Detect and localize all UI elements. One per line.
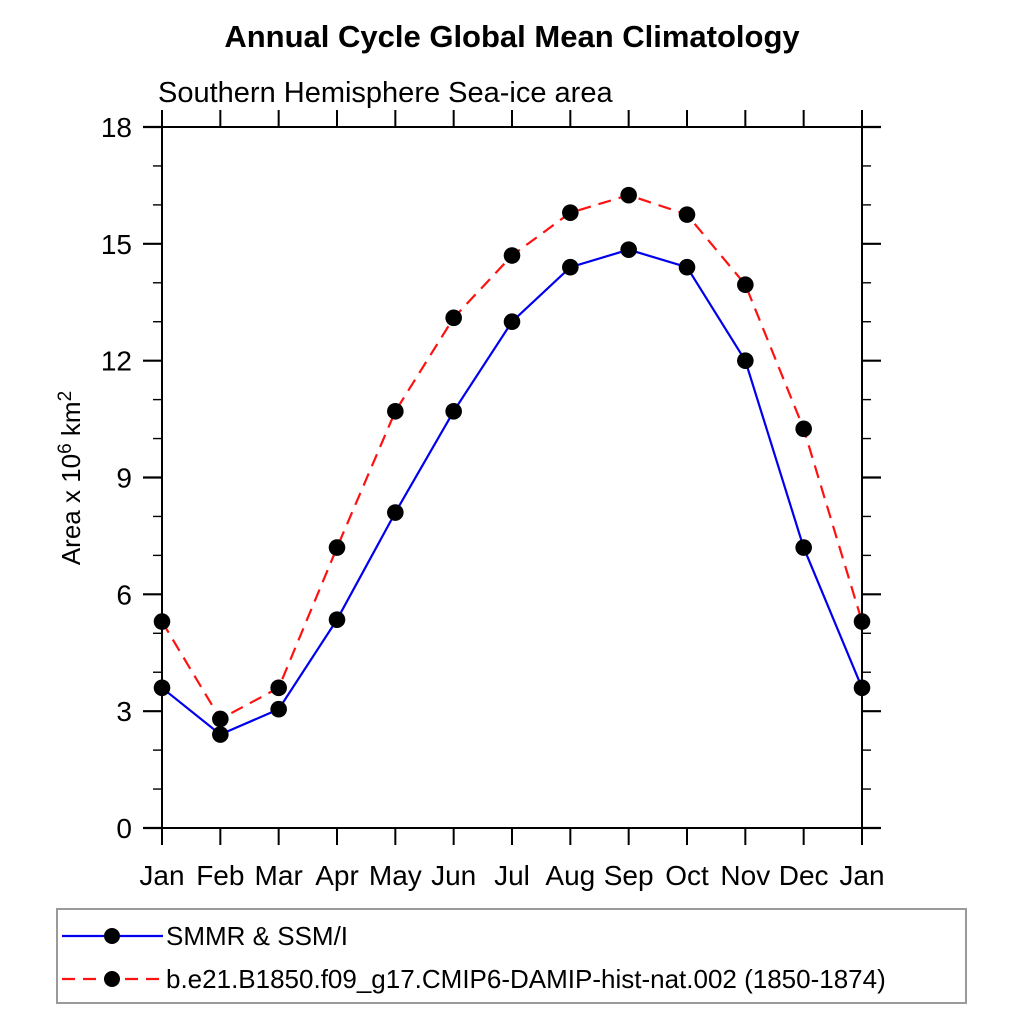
y-tick-label: 18 [101,112,132,143]
data-point-marker [853,613,871,630]
data-point-marker [153,613,171,630]
data-point-marker [678,258,696,276]
data-point-marker [328,539,346,556]
x-tick-label: Nov [720,860,770,891]
data-point-marker [387,504,404,521]
y-tick-label: 15 [101,229,132,260]
x-tick-label: Mar [255,860,303,891]
data-point-marker [503,247,521,264]
x-tick-label: Jan [139,860,184,891]
series-line-1 [161,193,864,721]
data-point-marker [737,352,754,369]
legend: SMMR & SSM/I b.e21.B1850.f09_g17.CMIP6-DA… [56,908,967,1004]
data-point-marker [387,402,404,420]
data-point-marker [795,420,812,438]
x-tick-label: Jan [839,860,884,891]
legend-box [56,908,967,1004]
x-tick-label: Oct [665,860,709,891]
data-point-marker [328,611,346,628]
x-tick-label: Apr [315,860,359,891]
data-point-marker [503,313,521,331]
x-tick-label: Feb [196,860,244,891]
chart-title: Annual Cycle Global Mean Climatology [224,19,800,54]
y-tick-label: 9 [116,463,132,494]
x-tick-label: May [369,860,422,891]
legend-marker [104,971,120,987]
legend-label: SMMR & SSM/I [166,921,348,951]
data-point-marker [678,206,696,223]
x-tick-label: Sep [604,860,654,891]
data-point-marker [153,679,171,697]
legend-label: b.e21.B1850.f09_g17.CMIP6-DAMIP-hist-nat… [166,964,886,994]
y-axis-label-part: Area x 10 [56,454,86,565]
y-axis-label: Area x 106 km2 [55,391,86,565]
data-point-marker [270,679,287,697]
plot-axes: Jan Feb Mar Apr May Jun Jul Aug Sep Oct Nov Dec Jan0… [101,110,885,891]
data-point-marker [445,309,462,327]
y-tick-label: 6 [116,579,132,610]
x-tick-label: Dec [779,860,829,891]
data-point-marker [737,276,754,294]
y-tick-label: 0 [116,813,132,844]
data-point-marker [212,710,229,728]
x-tick-label: Aug [545,860,595,891]
x-tick-label: Jun [431,860,476,891]
data-point-marker [795,539,812,556]
y-tick-label: 12 [101,346,132,377]
data-point-marker [445,402,462,420]
data-point-marker [270,700,287,718]
data-point-marker [562,258,579,276]
plot-series [153,186,871,743]
legend-marker [104,928,120,944]
data-point-marker [853,679,871,697]
x-tick-label: Jul [494,860,530,891]
plot-frame [161,126,863,829]
data-point-marker [620,241,637,258]
y-tick-label: 3 [116,696,132,727]
y-axis-label-part: 2 [55,391,76,402]
y-axis-label-part: 6 [55,443,76,454]
data-point-marker [562,204,579,221]
y-axis-label-part: km [56,401,86,443]
data-point-marker [212,726,229,743]
chart-subtitle: Southern Hemisphere Sea-ice area [158,77,613,109]
data-point-marker [620,186,637,204]
